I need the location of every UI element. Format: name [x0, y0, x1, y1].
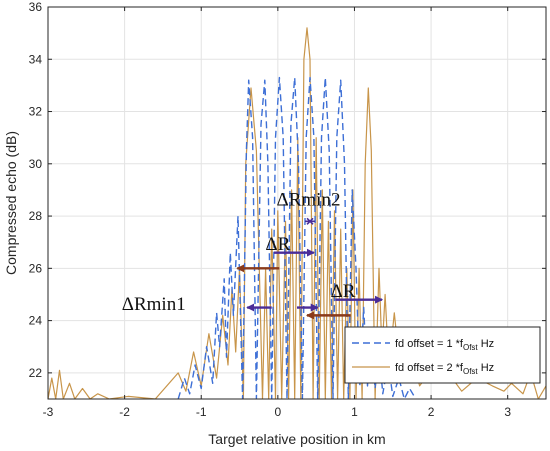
axes-layer: -3 -2 -1 0 1 2 3 22 24 26 28 30 32 34 36 — [29, 0, 547, 419]
x-tick-label: 2 — [428, 405, 435, 419]
y-tick-label: 34 — [29, 52, 43, 66]
y-tick-label: 30 — [29, 157, 43, 171]
x-axis-title: Target relative position in km — [208, 431, 385, 447]
x-tick-label: 3 — [504, 405, 511, 419]
annotation-label: ΔRmin1 — [122, 294, 186, 315]
x-tick-label: 1 — [351, 405, 358, 419]
y-axis-title: Compressed echo (dB) — [3, 131, 19, 275]
x-tick-label: -2 — [119, 405, 130, 419]
y-tick-label: 26 — [29, 261, 43, 275]
x-tick-label: 0 — [275, 405, 282, 419]
x-tick-label: -1 — [196, 405, 207, 419]
x-tick-label: -3 — [43, 405, 54, 419]
y-tick-label: 24 — [29, 314, 43, 328]
axes-frame — [47, 6, 547, 400]
legend-box — [344, 326, 541, 384]
legend: fd offset = 1 *fOfst Hz fd offset = 2 *fO… — [344, 326, 541, 384]
delta-r-min2-marker — [305, 217, 316, 225]
y-tick-label: 22 — [29, 366, 43, 380]
y-tick-label: 36 — [29, 0, 43, 14]
annotation-label: ΔR — [331, 281, 356, 302]
annotation-label: ΔR — [265, 234, 290, 255]
y-tick-label: 32 — [29, 105, 43, 119]
annotation-layer: ΔRmin2 ΔR ΔR ΔRmin1 — [122, 190, 384, 320]
legend-label: fd offset = 1 *fOfst Hz — [395, 338, 494, 352]
annotation-label: ΔRmin2 — [277, 190, 341, 211]
y-tick-label: 28 — [29, 209, 43, 223]
legend-label: fd offset = 2 *fOfst Hz — [395, 362, 494, 376]
